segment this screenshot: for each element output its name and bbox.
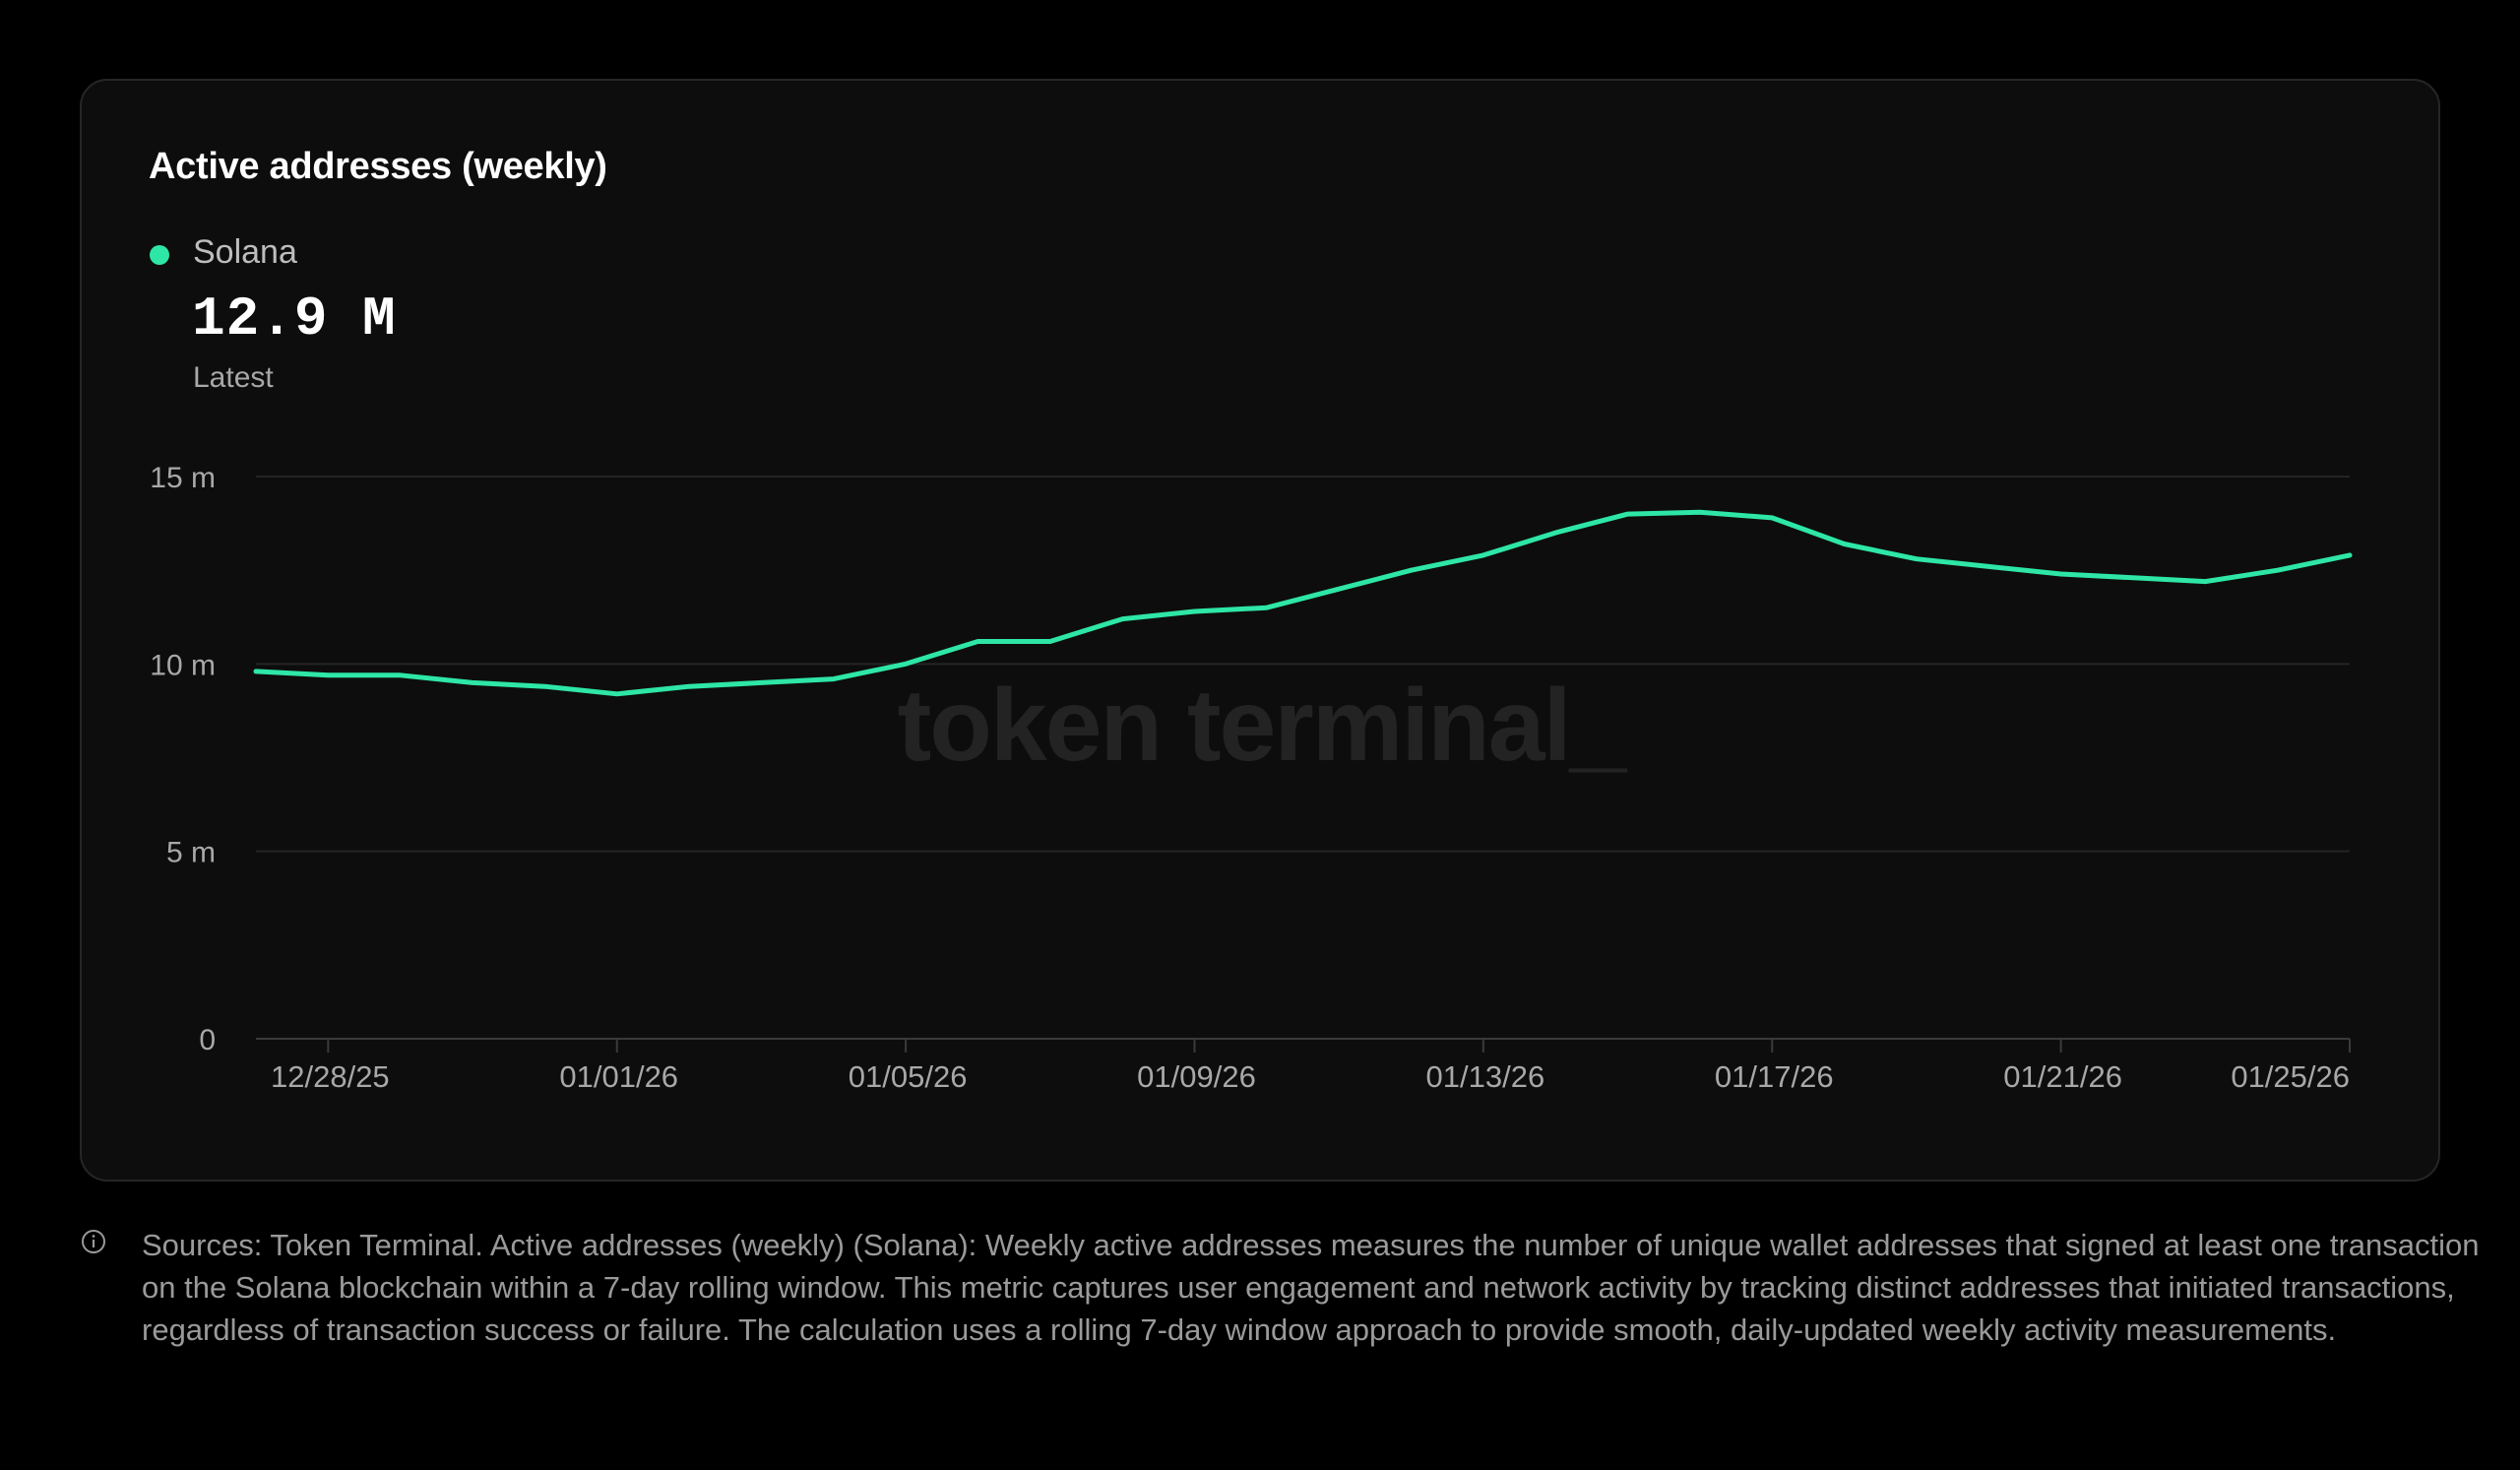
x-tick-label: 01/25/26 bbox=[2231, 1059, 2350, 1094]
y-tick-label: 0 bbox=[199, 1024, 216, 1056]
x-axis-labels: 12/28/25 01/01/26 01/05/26 01/09/26 01/13/26… bbox=[271, 1059, 2350, 1094]
series-layer bbox=[253, 509, 2353, 697]
watermark: token terminal_ bbox=[898, 669, 1628, 783]
x-axis bbox=[256, 1038, 2351, 1053]
line-chart: token terminal_ 0 5 m 10 m 15 m 12/28/25 01/… bbox=[150, 462, 2353, 1094]
info-icon[interactable] bbox=[80, 1228, 107, 1255]
legend-dot bbox=[150, 245, 169, 265]
x-tick-label: 01/13/26 bbox=[1426, 1059, 1545, 1094]
x-tick-label: 01/17/26 bbox=[1715, 1059, 1834, 1094]
y-axis-labels: 0 5 m 10 m 15 m bbox=[150, 462, 216, 1056]
x-tick-label: 01/21/26 bbox=[2003, 1059, 2122, 1094]
chart-card: Active addresses (weekly) Solana 12.9 M … bbox=[80, 79, 2440, 1182]
y-tick-label: 10 m bbox=[150, 649, 216, 681]
x-tick-label: 01/05/26 bbox=[849, 1059, 968, 1094]
chart-title: Active addresses (weekly) bbox=[149, 146, 607, 187]
series-line-solana[interactable] bbox=[253, 509, 2353, 697]
x-tick-label: 01/09/26 bbox=[1137, 1059, 1256, 1094]
x-tick-label: 12/28/25 bbox=[271, 1059, 390, 1094]
x-tick-label: 01/01/26 bbox=[559, 1059, 678, 1094]
grid-lines bbox=[256, 476, 2350, 853]
latest-caption: Latest bbox=[193, 361, 274, 394]
latest-value: 12.9 M bbox=[192, 288, 397, 351]
footer-text: Sources: Token Terminal. Active addresse… bbox=[142, 1228, 2480, 1347]
legend-label[interactable]: Solana bbox=[193, 233, 297, 271]
y-tick-label: 5 m bbox=[166, 837, 216, 869]
y-tick-label: 15 m bbox=[150, 462, 216, 494]
